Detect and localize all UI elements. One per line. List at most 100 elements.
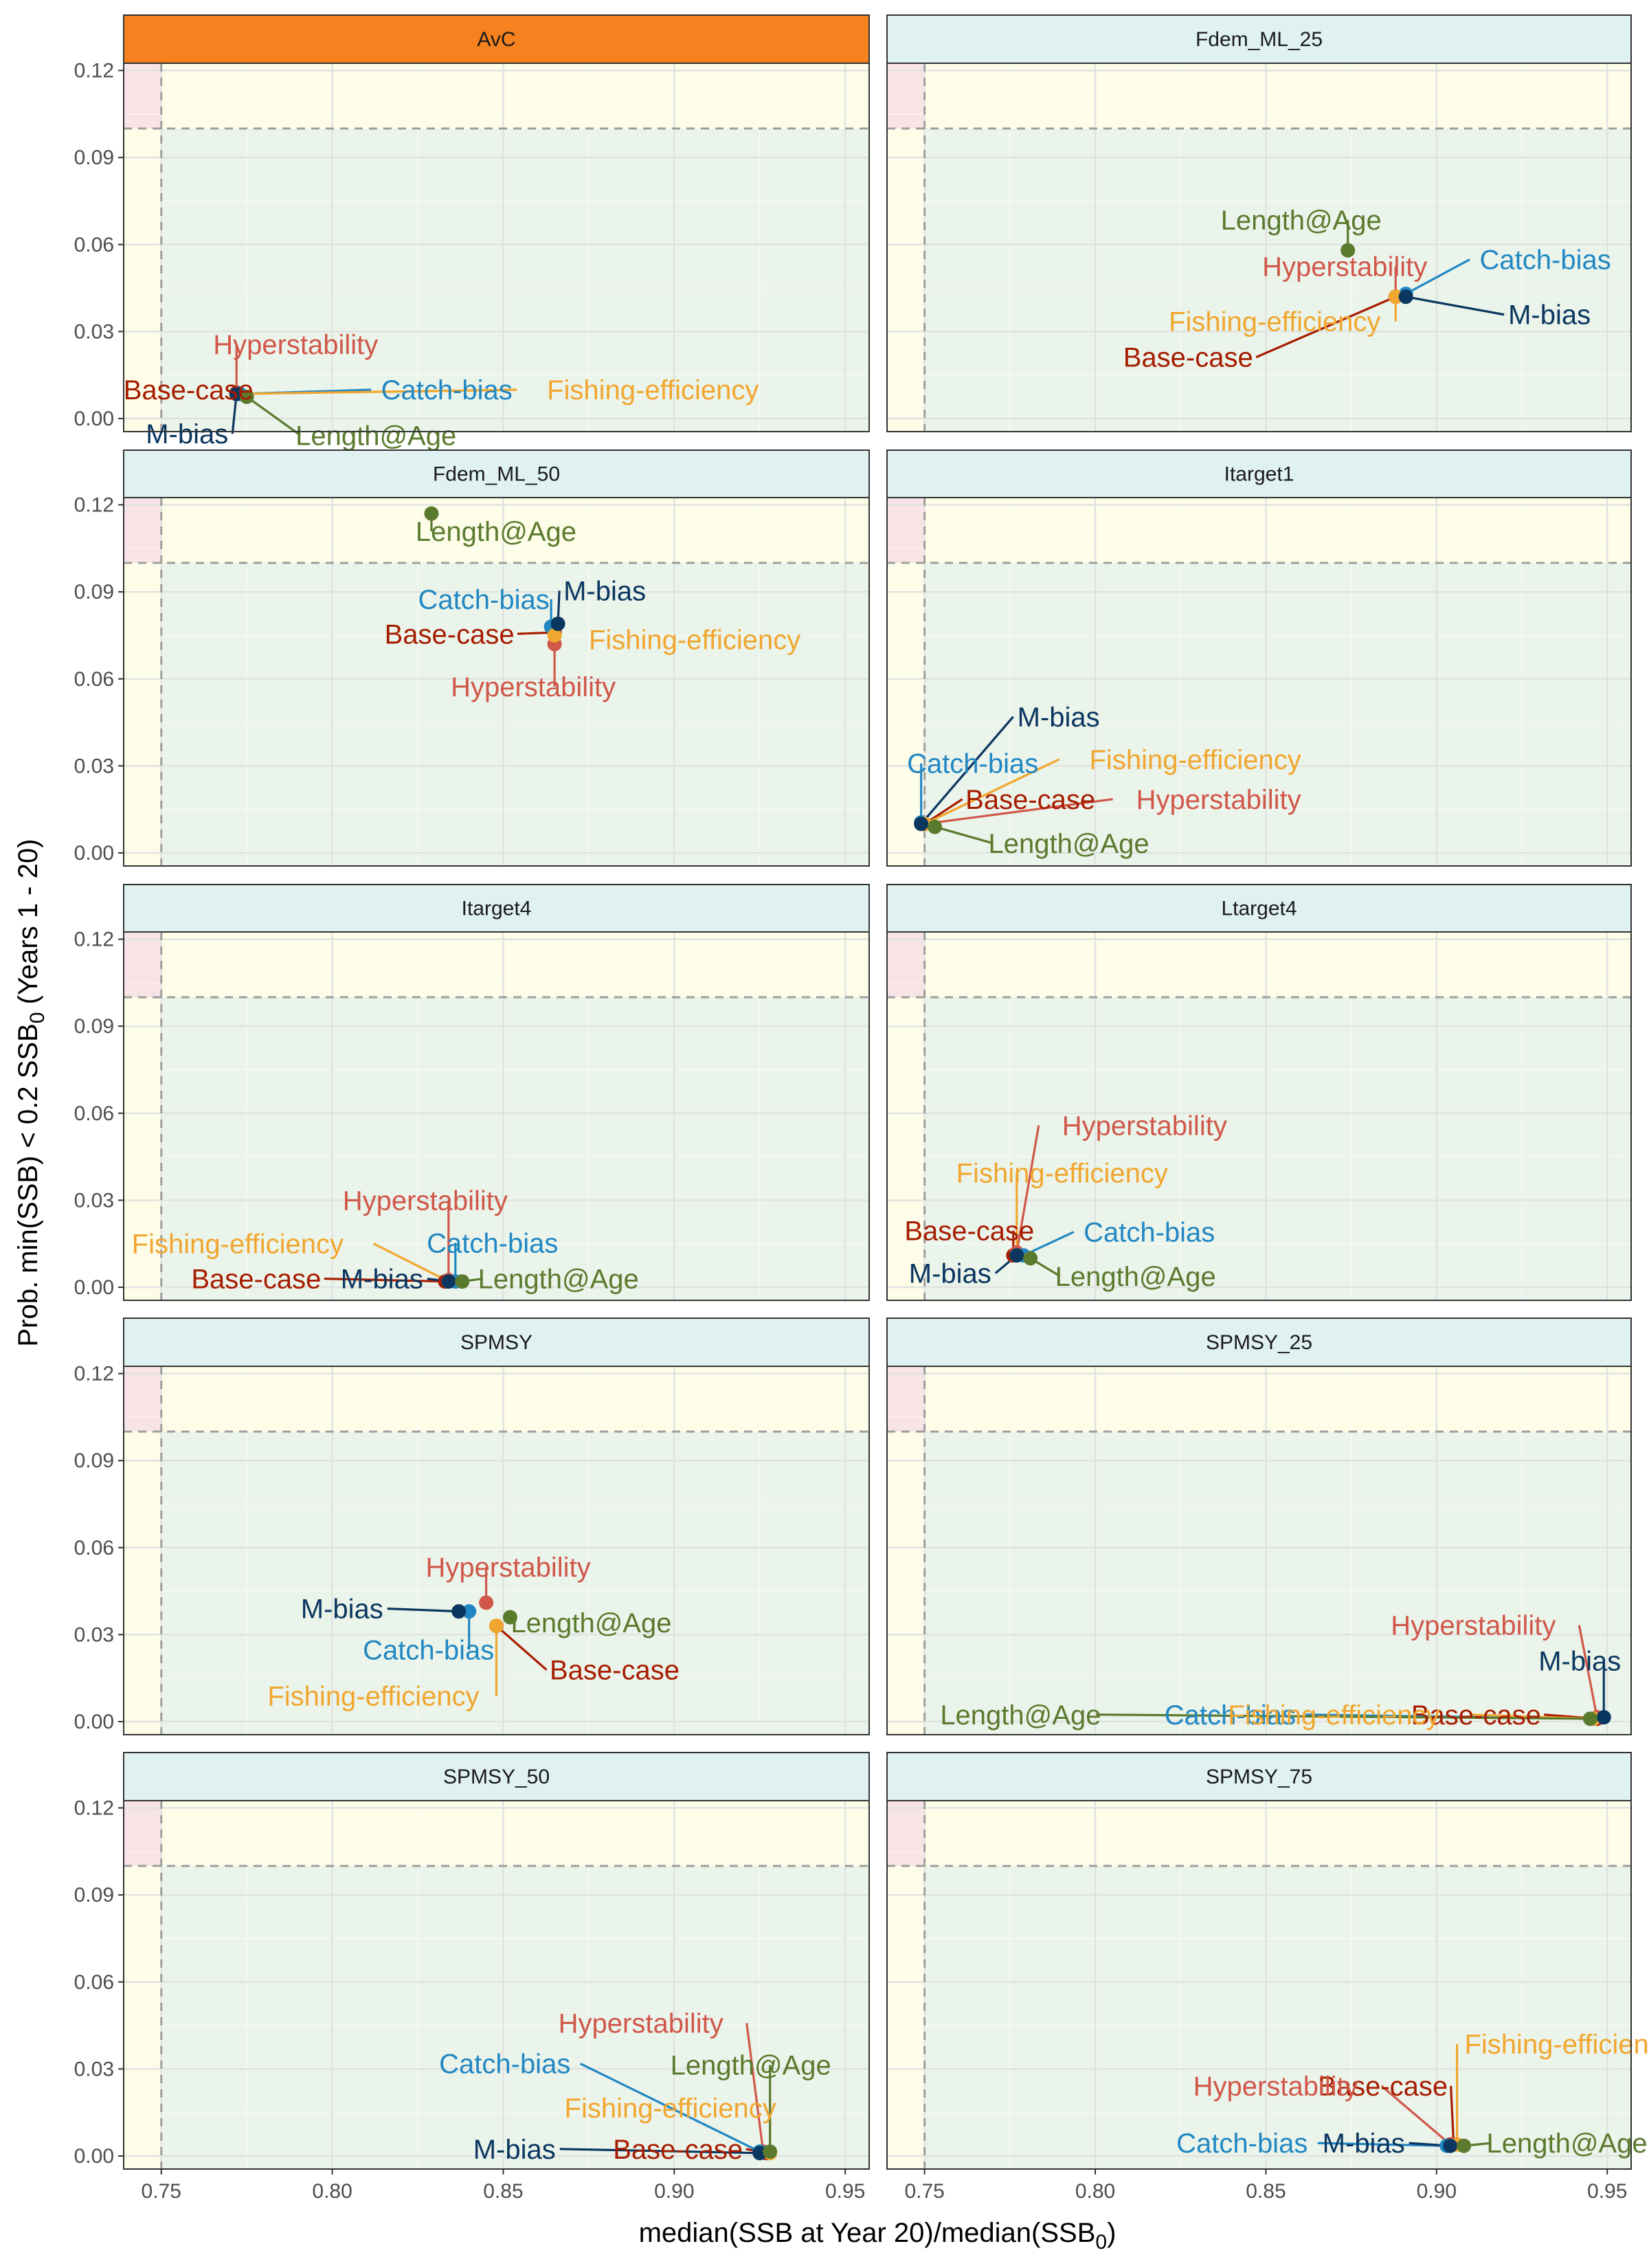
label-base-case: Base-case (613, 2135, 743, 2165)
x-tick-label: 0.90 (1417, 2180, 1457, 2203)
label-base-case: Base-case (385, 619, 515, 649)
panel-title: SPMSY_75 (1206, 1766, 1312, 1788)
label-base-case: Base-case (904, 1216, 1034, 1247)
y-tick-label: 0.00 (74, 1711, 114, 1733)
connector-hyperstability (1016, 1125, 1040, 1253)
acceptable-zone (161, 1865, 869, 2169)
x-tick-label: 0.75 (142, 2180, 181, 2203)
connector-hyperstability (1380, 2084, 1451, 2146)
label-catch-bias: Catch-bias (381, 375, 513, 405)
label-catch-bias: Catch-bias (907, 749, 1038, 779)
label-m-bias: M-bias (563, 577, 646, 607)
label-catch-bias: Catch-bias (439, 2049, 570, 2080)
y-tick-label: 0.00 (74, 2145, 114, 2168)
y-tick-label: 0.03 (74, 755, 114, 777)
label-fishing-efficiency: Fishing-efficiency (589, 625, 800, 655)
panel-title: SPMSY (460, 1331, 532, 1354)
point-length-age (239, 389, 254, 404)
connector-fishing-efficiency (373, 1243, 449, 1282)
acceptable-zone (924, 1431, 1631, 1735)
label-base-case: Base-case (1411, 1700, 1541, 1731)
x-tick-label: 0.85 (483, 2180, 523, 2203)
point-length-age (1582, 1711, 1597, 1726)
label-m-bias: M-bias (1538, 1647, 1621, 1677)
point-length-age (1457, 2138, 1472, 2153)
x-axis-title: median(SSB at Year 20)/median(SSB0) (639, 2218, 1117, 2254)
panel-background (124, 498, 869, 866)
panel-spmsy-25: SPMSY_25 Base-case Hyperstability Catch-bia… (886, 1318, 1632, 1735)
point-m-bias (914, 816, 929, 832)
point-m-bias (1398, 289, 1413, 304)
label-length-age: Length@Age (940, 1700, 1101, 1731)
label-length-age: Length@Age (511, 1608, 671, 1638)
panel-border (123, 931, 870, 1301)
unacceptable-zone (887, 1366, 925, 1432)
point-fishing-efficiency (1388, 289, 1403, 304)
connector-m-bias (559, 2148, 760, 2155)
y-tick-label: 0.03 (74, 1189, 114, 1212)
panel-strip (886, 1752, 1632, 1801)
panel-border (123, 63, 870, 432)
panel-strip (123, 449, 870, 498)
y-tick-label: 0.12 (74, 929, 114, 951)
panel-strip (123, 14, 870, 64)
label-hyperstability: Hyperstability (1262, 252, 1427, 282)
marks: Base-caseHyperstabilityCatch-biasFishing… (385, 506, 800, 702)
point-fishing-efficiency (489, 1619, 504, 1634)
label-fishing-efficiency: Fishing-efficiency (956, 1159, 1168, 1189)
connector-base-case (495, 1625, 548, 1671)
acceptable-zone (924, 562, 1631, 866)
y-tick-label: 0.00 (74, 408, 114, 430)
point-length-age (424, 506, 439, 521)
point-m-bias (1596, 1710, 1611, 1725)
panel-fdem-ml-50: Fdem_ML_50 Base-case Hyperstability Catch-b… (74, 449, 870, 867)
label-catch-bias: Catch-bias (418, 585, 550, 615)
panel-border (123, 1366, 870, 1735)
label-hyperstability: Hyperstability (559, 2009, 723, 2039)
y-tick-label: 0.03 (74, 2058, 114, 2080)
panel-title: SPMSY_25 (1206, 1331, 1312, 1354)
label-base-case: Base-case (1123, 343, 1253, 373)
unacceptable-zone (124, 1801, 161, 1866)
y-tick-label: 0.09 (74, 1015, 114, 1038)
y-tick-label: 0.06 (74, 234, 114, 256)
label-catch-bias: Catch-bias (1165, 1700, 1296, 1731)
point-hyperstability (479, 1595, 494, 1610)
label-base-case: Base-case (1318, 2071, 1448, 2102)
connector-catch-bias (1317, 2142, 1447, 2147)
connector-length-age (934, 825, 994, 845)
panel-spmsy: SPMSY Base-case Hyperstability Catch-bias Fi… (74, 1318, 870, 1735)
acceptable-zone (161, 1431, 869, 1735)
label-fishing-efficiency: Fishing-efficiency (547, 375, 759, 405)
label-catch-bias: Catch-bias (1084, 1218, 1215, 1248)
panel-spmsy-50: SPMSY_50 Base-case Hyperstability Catch-bia… (74, 1752, 870, 2203)
panel-background (887, 932, 1631, 1300)
x-tick-label: 0.95 (825, 2180, 865, 2203)
connector-m-bias (1405, 296, 1505, 316)
panel-border (886, 1366, 1632, 1735)
marks: Base-caseHyperstabilityCatch-biasFishing… (940, 1611, 1621, 1731)
panel-strip (886, 884, 1632, 933)
panel-background (124, 1801, 869, 2169)
y-tick-label: 0.09 (74, 1884, 114, 1906)
point-length-age (502, 1610, 517, 1625)
label-hyperstability: Hyperstability (213, 330, 378, 360)
connector-length-age (246, 396, 302, 436)
connector-m-bias (387, 1608, 459, 1613)
unacceptable-zone (124, 932, 161, 997)
acceptable-zone (924, 128, 1631, 432)
panel-background (887, 1801, 1631, 2169)
panel-ltarget4: Ltarget4 Base-case Hyperstability Catch-bia… (886, 884, 1632, 1301)
panel-title: Ltarget4 (1221, 898, 1297, 920)
label-length-age: Length@Age (1055, 1262, 1216, 1292)
connector-m-bias (920, 715, 1014, 825)
acceptable-zone (161, 997, 869, 1300)
label-m-bias: M-bias (909, 1259, 991, 1289)
y-tick-label: 0.12 (74, 494, 114, 517)
label-m-bias: M-bias (301, 1594, 383, 1625)
label-length-age: Length@Age (478, 1265, 639, 1295)
unacceptable-zone (887, 932, 925, 997)
x-tick-label: 0.75 (904, 2180, 944, 2203)
